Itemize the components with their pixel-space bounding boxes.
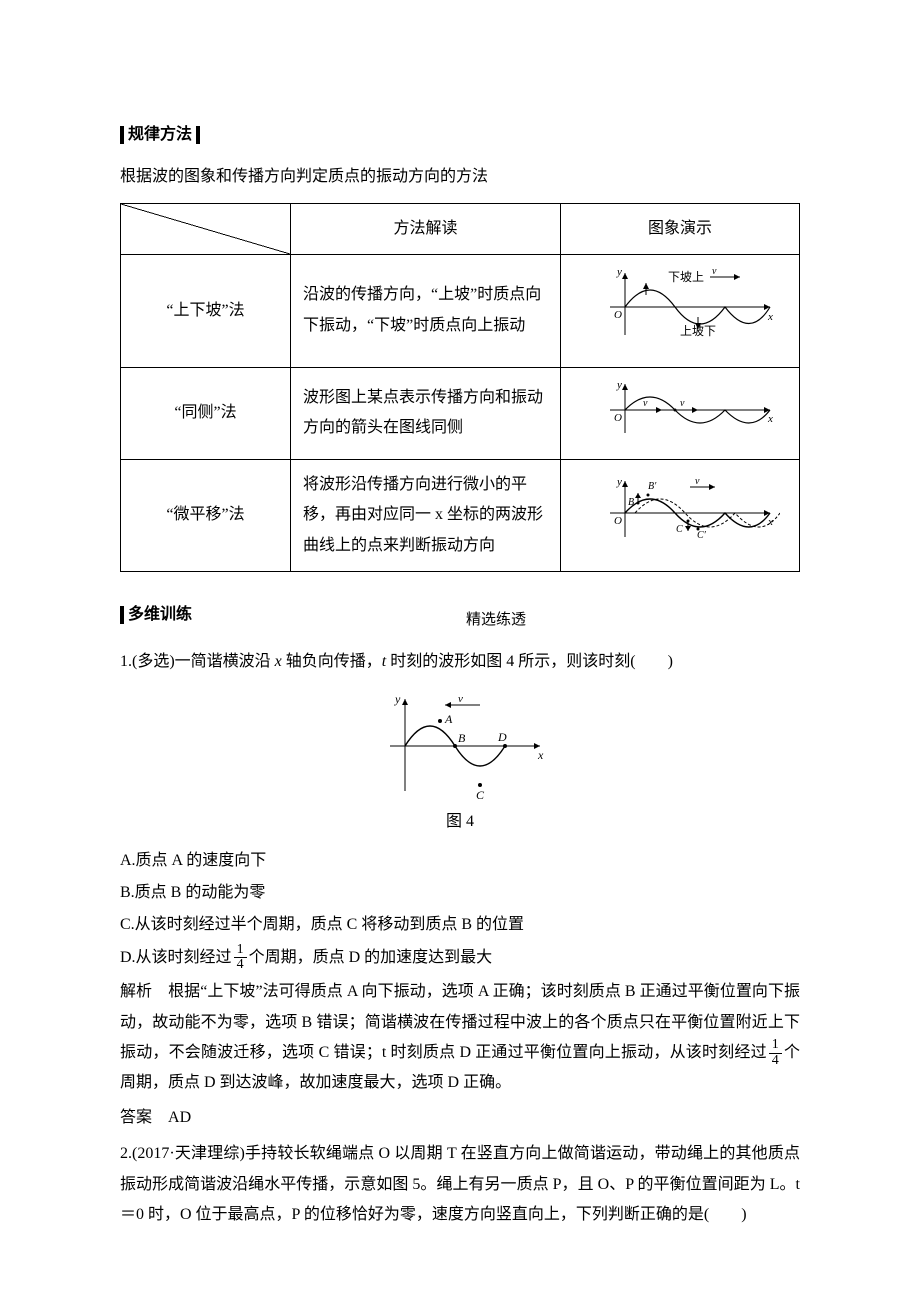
q1-stem-pre: 1.(多选)一简谐横波沿 xyxy=(120,653,275,670)
xiapo-label: 下坡上 xyxy=(668,270,704,284)
q1-stem-mid2: 时刻的波形如图 4 所示，则该时刻( ) xyxy=(386,653,673,670)
svg-text:y: y xyxy=(616,379,622,391)
answer-value: AD xyxy=(168,1109,191,1126)
row1-desc: 沿波的传播方向，“上坡”时质点向下振动，“下坡”时质点向上振动 xyxy=(291,255,561,367)
method-table: 方法解读 图象演示 “上下坡”法 沿波的传播方向，“上坡”时质点向下振动，“下坡… xyxy=(120,203,800,572)
svg-text:x: x xyxy=(767,413,773,425)
q1-answer: 答案 AD xyxy=(120,1103,800,1133)
frac-num: 1 xyxy=(234,943,247,959)
svg-text:v: v xyxy=(680,398,685,409)
table-row: “微平移”法 将波形沿传播方向进行微小的平移，再由对应同一 x 坐标的两波形曲线… xyxy=(121,459,800,571)
q1-wave-diagram: y x v A B C D xyxy=(370,691,550,801)
svg-text:x: x xyxy=(767,516,773,528)
table-row: “同侧”法 波形图上某点表示传播方向和振动方向的箭头在图线同侧 y x O v … xyxy=(121,367,800,459)
q1-explain-pre: 解析 根据“上下坡”法可得质点 A 向下振动，选项 A 正确；该时刻质点 B 正… xyxy=(120,983,800,1061)
svg-text:A: A xyxy=(444,712,453,726)
row3-name: “微平移”法 xyxy=(121,459,291,571)
row1-name: “上下坡”法 xyxy=(121,255,291,367)
title-bar xyxy=(120,606,124,624)
frac-den: 4 xyxy=(234,958,247,973)
fraction-1-4: 1 4 xyxy=(234,943,247,973)
q1-figure: y x v A B C D 图 4 xyxy=(120,691,800,837)
section-multi-subtitle: 精选练透 xyxy=(192,606,800,635)
svg-text:B′: B′ xyxy=(648,481,657,492)
diag-header-cell xyxy=(121,203,291,254)
svg-text:y: y xyxy=(616,476,622,488)
section-multi-title: 多维训练 精选练透 xyxy=(120,600,800,635)
svg-text:v: v xyxy=(643,398,648,409)
answer-label: 答案 xyxy=(120,1109,168,1126)
section-rules-title: 规律方法 xyxy=(120,120,800,150)
q1-d-pre: D.从该时刻经过 xyxy=(120,943,232,973)
q1-choice-b: B.质点 B 的动能为零 xyxy=(120,878,800,908)
row1-diagram: y x O v 下坡上 上坡下 xyxy=(561,255,800,367)
row3-diagram: y x O v B B′ C C′ xyxy=(561,459,800,571)
q1-fig-caption: 图 4 xyxy=(446,807,474,837)
x-label: x xyxy=(767,311,773,323)
fraction-1-4-b: 1 4 xyxy=(769,1038,782,1068)
svg-text:B: B xyxy=(628,497,634,508)
frac-num: 1 xyxy=(769,1038,782,1054)
table-row: “上下坡”法 沿波的传播方向，“上坡”时质点向下振动，“下坡”时质点向上振动 y… xyxy=(121,255,800,367)
svg-text:v: v xyxy=(458,693,463,705)
svg-text:C′: C′ xyxy=(697,530,707,541)
q1-choice-a: A.质点 A 的速度向下 xyxy=(120,846,800,876)
y-label: y xyxy=(616,266,622,278)
q1-x: x xyxy=(275,653,282,670)
row2-name: “同侧”法 xyxy=(121,367,291,459)
title-bar xyxy=(120,126,124,144)
table-header-row: 方法解读 图象演示 xyxy=(121,203,800,254)
header-diagram: 图象演示 xyxy=(561,203,800,254)
section-rules-text: 规律方法 xyxy=(128,120,192,150)
svg-text:y: y xyxy=(394,692,401,706)
svg-text:O: O xyxy=(614,412,622,424)
wave-slope-diagram: y x O v 下坡上 上坡下 xyxy=(580,265,780,345)
diagonal-line xyxy=(121,204,290,254)
o-label: O xyxy=(614,309,622,321)
svg-text:O: O xyxy=(614,515,622,527)
q1-choice-c: C.从该时刻经过半个周期，质点 C 将移动到质点 B 的位置 xyxy=(120,910,800,940)
v-label: v xyxy=(712,266,717,277)
svg-text:C: C xyxy=(676,524,683,535)
row2-desc: 波形图上某点表示传播方向和振动方向的箭头在图线同侧 xyxy=(291,367,561,459)
svg-text:B: B xyxy=(458,731,466,745)
q1-choice-d: D.从该时刻经过 1 4 个周期，质点 D 的加速度达到最大 xyxy=(120,943,800,973)
header-method: 方法解读 xyxy=(291,203,561,254)
svg-text:x: x xyxy=(537,748,544,762)
frac-den: 4 xyxy=(769,1054,782,1069)
q1-explain: 解析 根据“上下坡”法可得质点 A 向下振动，选项 A 正确；该时刻质点 B 正… xyxy=(120,977,800,1099)
row3-desc: 将波形沿传播方向进行微小的平移，再由对应同一 x 坐标的两波形曲线上的点来判断振… xyxy=(291,459,561,571)
section-multi-text: 多维训练 xyxy=(128,600,192,630)
svg-text:D: D xyxy=(497,730,507,744)
q1-stem-mid: 轴负向传播， xyxy=(282,653,382,670)
svg-text:C: C xyxy=(476,788,485,801)
svg-text:v: v xyxy=(695,476,700,487)
q1-stem: 1.(多选)一简谐横波沿 x 轴负向传播，t 时刻的波形如图 4 所示，则该时刻… xyxy=(120,647,800,677)
wave-shift-diagram: y x O v B B′ C C′ xyxy=(580,475,780,545)
title-bar-right xyxy=(196,126,200,144)
q2-stem: 2.(2017·天津理综)手持较长软绳端点 O 以周期 T 在竖直方向上做简谐运… xyxy=(120,1139,800,1230)
rules-subtitle: 根据波的图象和传播方向判定质点的振动方向的方法 xyxy=(120,162,800,192)
row2-diagram: y x O v v xyxy=(561,367,800,459)
wave-sameside-diagram: y x O v v xyxy=(580,378,780,438)
q1-d-post: 个周期，质点 D 的加速度达到最大 xyxy=(249,943,493,973)
